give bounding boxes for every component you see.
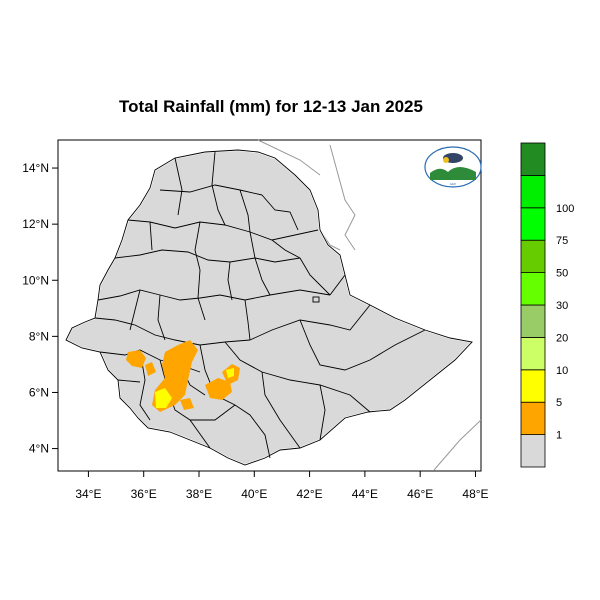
legend-label: 100 <box>556 203 574 215</box>
latitude-axis: 14°N 12°N 10°N 8°N 6°N 4°N <box>22 161 58 456</box>
legend-swatch <box>520 207 546 241</box>
legend-swatch <box>520 434 546 468</box>
lon-tick-label: 40°E <box>241 487 267 501</box>
lon-tick-label: 44°E <box>352 487 378 501</box>
legend-label: 5 <box>556 397 562 409</box>
lat-tick-label: 14°N <box>22 161 49 175</box>
legend-swatch <box>520 336 546 371</box>
lon-tick-label: 36°E <box>131 487 157 501</box>
legend-swatch <box>520 239 546 273</box>
rainfall-patch <box>155 388 172 408</box>
rainfall-legend: 1 5 10 20 30 50 75 100 <box>520 142 574 468</box>
rainfall-areas <box>126 340 240 412</box>
lat-tick-label: 6°N <box>29 385 49 399</box>
rainfall-patch <box>226 368 234 378</box>
legend-label: 1 <box>556 430 562 442</box>
legend-label: 20 <box>556 332 568 344</box>
legend-swatch <box>520 272 546 306</box>
rainfall-patch <box>145 362 156 376</box>
lat-tick-label: 10°N <box>22 273 49 287</box>
lat-tick-label: 12°N <box>22 217 49 231</box>
lon-tick-label: 38°E <box>186 487 212 501</box>
lon-tick-label: 46°E <box>407 487 433 501</box>
legend-swatch <box>520 304 546 338</box>
legend-swatch <box>520 369 546 403</box>
map-area: EMI <box>57 139 482 472</box>
lat-tick-label: 8°N <box>29 329 49 343</box>
legend-swatch <box>520 401 546 436</box>
legend-label: 75 <box>556 235 568 247</box>
map-title: Total Rainfall (mm) for 12-13 Jan 2025 <box>119 97 423 116</box>
legend-swatch <box>520 142 546 176</box>
rainfall-patch <box>126 350 146 368</box>
lon-tick-label: 48°E <box>462 487 488 501</box>
legend-swatch <box>520 174 546 209</box>
svg-text:EMI: EMI <box>450 182 456 186</box>
ethiopian-meteorology-institute-logo: EMI <box>424 146 482 188</box>
legend-label: 50 <box>556 268 568 280</box>
legend-label: 30 <box>556 300 568 312</box>
lon-tick-label: 42°E <box>297 487 323 501</box>
legend-label: 10 <box>556 365 568 377</box>
longitude-axis: 34°E 36°E 38°E 40°E 42°E 44°E 46°E 48°E <box>75 471 489 501</box>
lon-tick-label: 34°E <box>75 487 101 501</box>
lat-tick-label: 4°N <box>29 442 49 456</box>
rainfall-patch <box>180 398 194 410</box>
rainfall-patch <box>205 378 232 400</box>
